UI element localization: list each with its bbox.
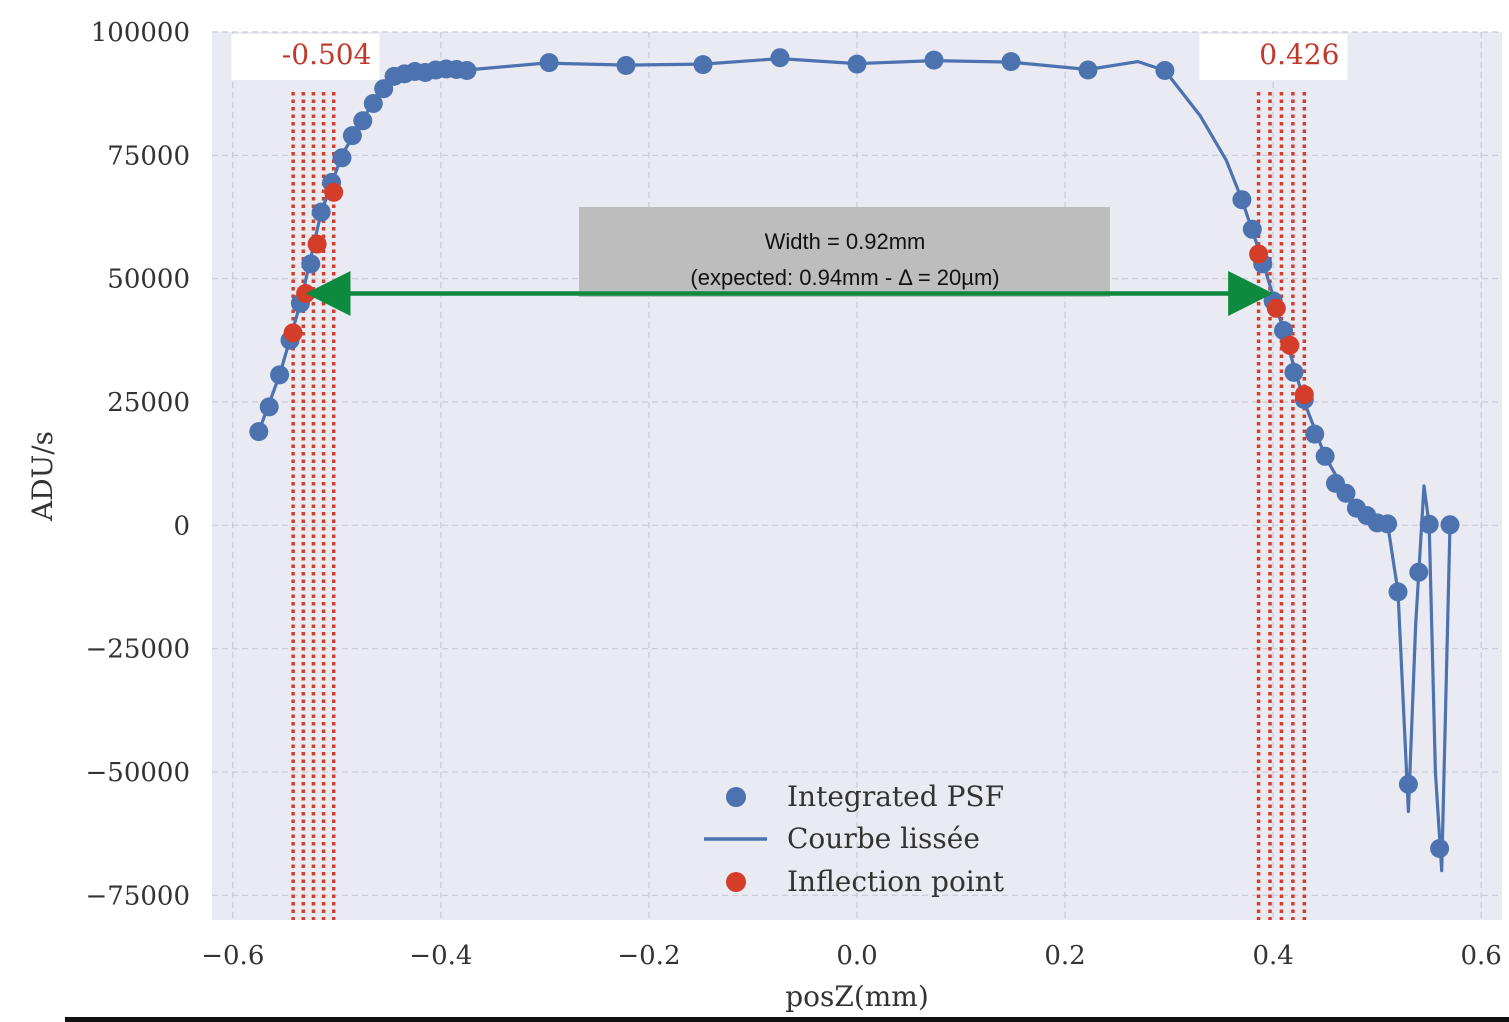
integrated-psf-point xyxy=(847,54,867,74)
legend-label: Inflection point xyxy=(787,865,1005,898)
integrated-psf-point xyxy=(270,365,290,385)
integrated-psf-point xyxy=(1315,446,1335,466)
integrated-psf-point xyxy=(1388,582,1408,602)
inflection-point xyxy=(1249,244,1269,264)
points-layer xyxy=(249,48,1460,858)
x-tick-label: 0.0 xyxy=(836,941,877,971)
marker-label-box xyxy=(1199,34,1348,80)
integrated-psf-point xyxy=(1274,321,1293,340)
integrated-psf-point xyxy=(924,50,944,70)
integrated-psf-point xyxy=(1409,562,1429,582)
x-tick-label: −0.4 xyxy=(409,941,472,971)
marker-label-box xyxy=(231,34,380,80)
width-annotation-line2: (expected: 0.94mm - Δ = 20µm) xyxy=(690,265,999,290)
x-axis-label: posZ(mm) xyxy=(785,980,929,1013)
integrated-psf-point xyxy=(301,254,321,274)
inflection-point xyxy=(1294,385,1314,405)
y-axis-ticks: −75000 −50000 −25000 0 25000 50000 75000 100000 xyxy=(86,18,191,911)
inflection-point xyxy=(1280,335,1300,355)
integrated-psf-point xyxy=(342,126,362,146)
integrated-psf-point xyxy=(311,202,331,222)
x-axis-ticks: −0.6 −0.4 −0.2 0.0 0.2 0.4 0.6 xyxy=(201,941,1502,971)
legend-marker xyxy=(726,872,746,892)
integrated-psf-point xyxy=(1378,514,1398,534)
integrated-psf-point xyxy=(332,148,352,168)
y-tick-label: 25000 xyxy=(107,388,190,418)
integrated-psf-point xyxy=(363,94,383,113)
integrated-psf-point xyxy=(1155,61,1175,80)
inflection-point xyxy=(324,182,344,202)
annotation-layer: -0.504 0.426 Width = 0.92mm (expected: 0.94… xyxy=(231,34,1348,316)
marker-bands xyxy=(291,92,1307,920)
integrated-psf-point xyxy=(1398,774,1418,794)
integrated-psf-point xyxy=(539,53,559,73)
integrated-psf-point xyxy=(770,48,790,68)
integrated-psf-point xyxy=(1336,483,1356,503)
inflection-point xyxy=(1266,298,1286,318)
integrated-psf-point xyxy=(353,111,373,131)
integrated-psf-point xyxy=(249,422,269,442)
bottom-rule xyxy=(65,1017,1509,1022)
integrated-psf-point xyxy=(1242,219,1262,239)
integrated-psf-point xyxy=(457,61,477,80)
y-tick-label: 100000 xyxy=(91,18,190,48)
integrated-psf-point xyxy=(1419,514,1439,534)
x-tick-label: 0.2 xyxy=(1044,941,1085,971)
y-axis-label: ADU/s xyxy=(26,431,59,522)
y-tick-label: −25000 xyxy=(86,635,191,665)
marker-label: -0.504 xyxy=(282,38,372,71)
x-tick-label: 0.6 xyxy=(1461,941,1502,971)
inflection-point xyxy=(307,234,327,254)
legend-label: Courbe lissée xyxy=(787,822,980,855)
x-tick-label: −0.6 xyxy=(201,941,264,971)
integrated-psf-point xyxy=(1284,362,1304,382)
integrated-psf-point xyxy=(1305,424,1325,444)
integrated-psf-point xyxy=(1078,60,1098,80)
integrated-psf-point xyxy=(1232,190,1252,210)
legend-label: Integrated PSF xyxy=(787,780,1004,813)
integrated-psf-point xyxy=(1001,52,1021,72)
y-tick-label: −50000 xyxy=(86,758,191,788)
integrated-psf-point xyxy=(1440,515,1460,535)
x-tick-label: 0.4 xyxy=(1252,941,1293,971)
y-tick-label: 50000 xyxy=(107,265,190,295)
width-annotation-line1: Width = 0.92mm xyxy=(765,229,926,254)
integrated-psf-point xyxy=(693,55,713,75)
inflection-point xyxy=(283,323,303,343)
y-tick-label: 0 xyxy=(173,511,190,541)
legend-marker xyxy=(726,787,746,807)
y-tick-label: 75000 xyxy=(107,141,190,171)
marker-label: 0.426 xyxy=(1259,38,1339,71)
integrated-psf-point xyxy=(1430,839,1450,858)
y-tick-label: −75000 xyxy=(86,881,191,911)
x-tick-label: −0.2 xyxy=(617,941,680,971)
integrated-psf-point xyxy=(259,397,279,417)
integrated-psf-point xyxy=(616,56,636,75)
legend: Integrated PSF Courbe lissée Inflection po… xyxy=(704,780,1005,898)
inflection-point xyxy=(296,284,316,303)
